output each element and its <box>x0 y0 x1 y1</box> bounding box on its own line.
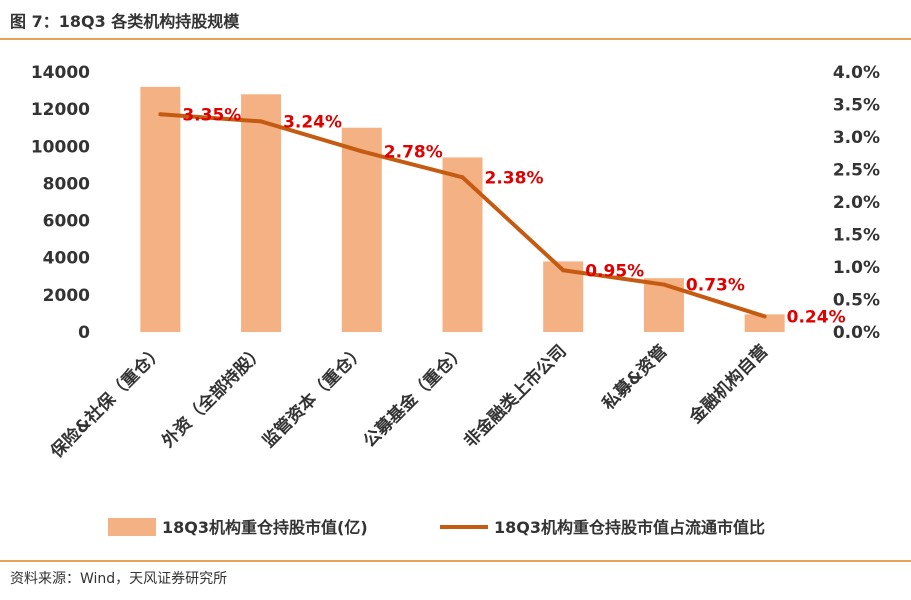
category-label: 金融机构自营 <box>684 341 772 429</box>
y-left-tick-label: 2000 <box>43 286 90 306</box>
title-divider <box>0 38 911 40</box>
category-label: 外资（全部持股） <box>158 341 269 452</box>
category-label: 公募基金（重仓） <box>359 341 470 452</box>
bar <box>341 127 382 332</box>
chart-title: 图 7：18Q3 各类机构持股规模 <box>10 12 240 31</box>
combo-chart: 0 2000 4000 6000 8000 10000 12000 14000 0.0% 0.5%… <box>31 63 880 537</box>
bar <box>744 314 785 332</box>
y-right-tick-label: 0.0% <box>833 323 880 343</box>
y-right-tick-label: 3.0% <box>833 128 880 148</box>
y-left-tick-label: 8000 <box>43 174 90 194</box>
y-left-tick-label: 10000 <box>31 137 90 157</box>
legend-label-bar: 18Q3机构重仓持股市值(亿) <box>162 518 368 537</box>
y-right-tick-label: 2.0% <box>833 193 880 213</box>
y-right-tick-label: 2.5% <box>833 161 880 181</box>
line-point <box>259 119 264 124</box>
y-left-tick-label: 14000 <box>31 63 90 83</box>
category-label: 监管资本（重仓） <box>258 341 369 452</box>
category-label: 私募&资管 <box>598 341 671 414</box>
line-point <box>158 112 163 117</box>
data-label: 0.73% <box>686 276 745 296</box>
bar <box>241 94 282 333</box>
category-label: 保险&社保（重仓） <box>46 341 168 463</box>
legend-swatch-bar <box>108 518 156 536</box>
line-point <box>359 149 364 154</box>
y-left-tick-label: 0 <box>78 323 90 343</box>
line-point <box>561 268 566 273</box>
y-left-tick-label: 4000 <box>43 249 90 269</box>
bar <box>140 86 181 332</box>
data-label: 3.24% <box>283 112 342 132</box>
y-right-tick-label: 1.0% <box>833 258 880 278</box>
category-label: 非金融类上市公司 <box>460 341 571 452</box>
data-label: 0.24% <box>787 307 846 327</box>
y-right-tick-label: 0.5% <box>833 291 880 311</box>
y-right-tick-label: 3.5% <box>833 96 880 116</box>
data-label: 2.38% <box>485 168 544 188</box>
y-left-tick-label: 6000 <box>43 212 90 232</box>
y-right-tick-label: 4.0% <box>833 63 880 83</box>
y-left-tick-label: 12000 <box>31 100 90 120</box>
line-point <box>460 175 465 180</box>
footer-divider <box>0 560 911 562</box>
source-note: 资料来源：Wind，天风证券研究所 <box>10 571 228 587</box>
data-label: 0.95% <box>585 261 644 281</box>
data-label: 3.35% <box>182 105 241 125</box>
line-point <box>661 282 666 287</box>
data-label: 2.78% <box>384 142 443 162</box>
bar <box>442 157 483 332</box>
line-point <box>762 314 767 319</box>
legend-label-line: 18Q3机构重仓持股市值占流通市值比 <box>494 518 765 537</box>
y-right-tick-label: 1.5% <box>833 226 880 246</box>
